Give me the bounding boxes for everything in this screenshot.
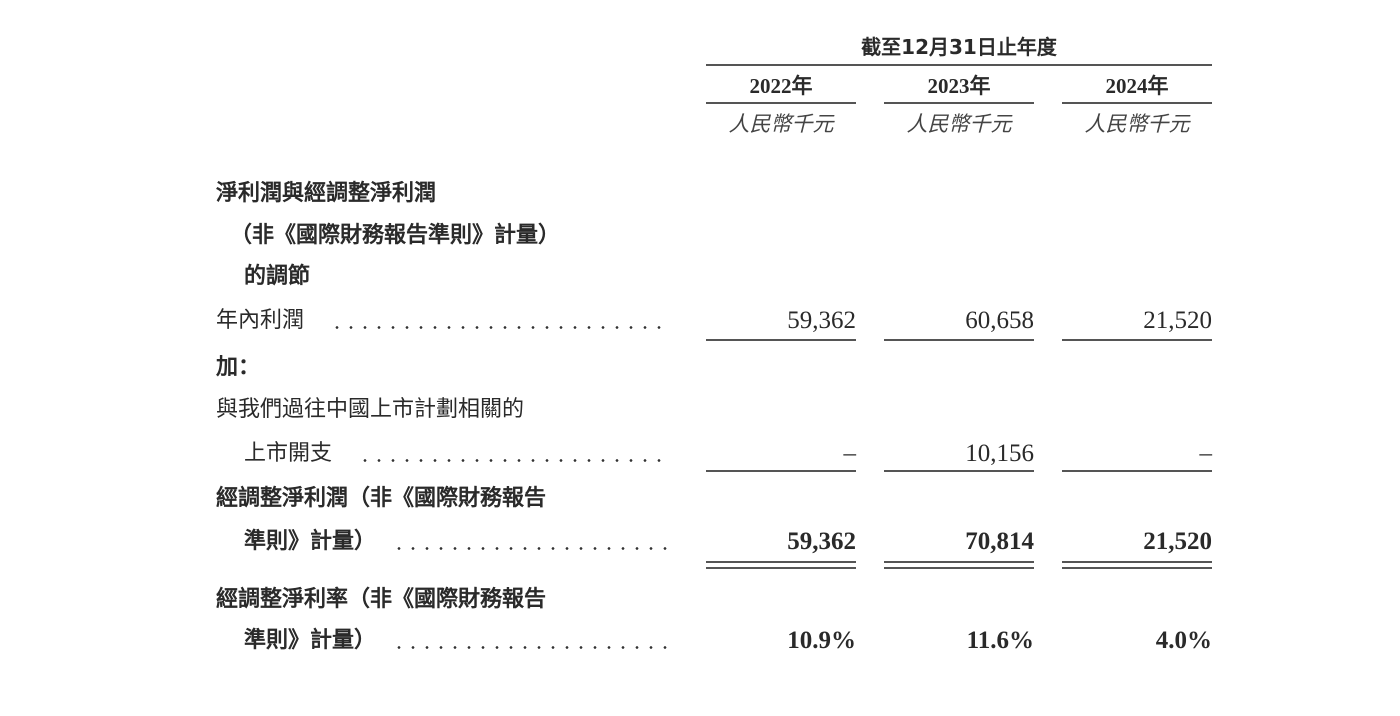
year-2023: 2023年 [927, 74, 991, 98]
year-rule [706, 102, 856, 104]
year-2024: 2024年 [1105, 74, 1169, 98]
adj-profit-2024: 21,520 [1143, 528, 1212, 555]
year-rule [884, 102, 1034, 104]
row-rule [706, 470, 856, 472]
double-rule [706, 561, 856, 569]
profit-2024: 21,520 [1143, 307, 1212, 334]
unit-label: 人民幣千元 [906, 112, 1012, 136]
section-title: 的調節 [244, 264, 311, 289]
adj-profit-label: 經調整淨利潤（非《國際財務報告 [216, 486, 547, 511]
adj-margin-label: 經調整淨利率（非《國際財務報告 [216, 587, 547, 612]
add-label: 加： [216, 355, 261, 380]
listing-label: 與我們過往中國上市計劃相關的 [216, 397, 525, 422]
profit-2022: 59,362 [787, 307, 856, 334]
dot-leader [392, 547, 670, 550]
section-title: 淨利潤與經調整淨利潤 [216, 181, 437, 206]
dot-leader [392, 646, 670, 649]
year-2022: 2022年 [749, 74, 813, 98]
period-header: 截至12月31日止年度 [861, 35, 1057, 59]
profit-2023: 60,658 [965, 307, 1034, 334]
year-rule [1062, 102, 1212, 104]
profit-label: 年內利潤 [216, 308, 305, 333]
header-rule [706, 64, 1212, 66]
unit-label: 人民幣千元 [1084, 112, 1190, 136]
adj-margin-2022: 10.9% [787, 627, 856, 654]
row-rule [1062, 339, 1212, 341]
adj-margin-2024: 4.0% [1155, 627, 1212, 654]
listing-2023: 10,156 [965, 440, 1034, 467]
dot-leader [330, 326, 670, 329]
row-rule [706, 339, 856, 341]
adj-margin-label: 準則》計量） [244, 628, 377, 653]
unit-label: 人民幣千元 [728, 112, 834, 136]
adj-profit-2023: 70,814 [965, 528, 1034, 555]
adj-profit-label: 準則》計量） [244, 529, 377, 554]
listing-2022: – [843, 440, 857, 467]
adj-profit-2022: 59,362 [787, 528, 856, 555]
section-title: （非《國際財務報告準則》計量） [230, 223, 561, 248]
row-rule [1062, 470, 1212, 472]
row-rule [884, 339, 1034, 341]
listing-2024: – [1199, 440, 1213, 467]
adj-margin-2023: 11.6% [966, 627, 1034, 654]
dot-leader [358, 459, 670, 462]
row-rule [884, 470, 1034, 472]
listing-label: 上市開支 [244, 441, 333, 466]
double-rule [1062, 561, 1212, 569]
double-rule [884, 561, 1034, 569]
